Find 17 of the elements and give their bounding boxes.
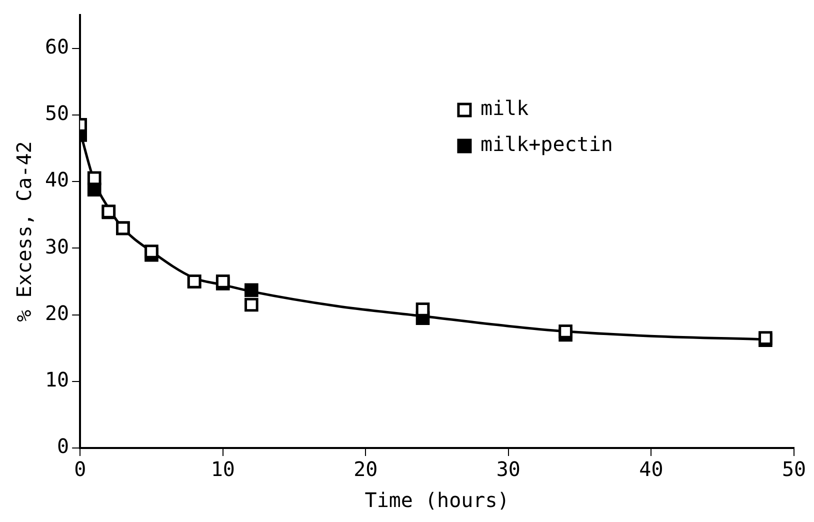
legend-label: milk	[480, 96, 529, 120]
y-tick-label: 10	[44, 368, 70, 392]
y-tick-label: 20	[44, 300, 70, 325]
y-tick-label: 50	[44, 101, 70, 126]
x-tick-label: 30	[496, 457, 520, 482]
legend-label: milk+pectin	[480, 132, 613, 156]
x-tick-label: 40	[639, 457, 664, 482]
y-axis-title: % Excess, Ca-42	[12, 141, 36, 322]
x-tick-label: 10	[210, 457, 235, 482]
x-tick-label: 50	[782, 457, 806, 482]
x-tick-label: 0	[74, 457, 86, 482]
x-axis-title: Time (hours)	[364, 488, 510, 512]
x-tick-label: 20	[354, 457, 378, 482]
y-tick-label: 40	[44, 168, 70, 192]
y-tick-label: 30	[44, 234, 70, 258]
y-tick-label: 60	[44, 34, 70, 59]
y-tick-label: 0	[57, 434, 70, 458]
